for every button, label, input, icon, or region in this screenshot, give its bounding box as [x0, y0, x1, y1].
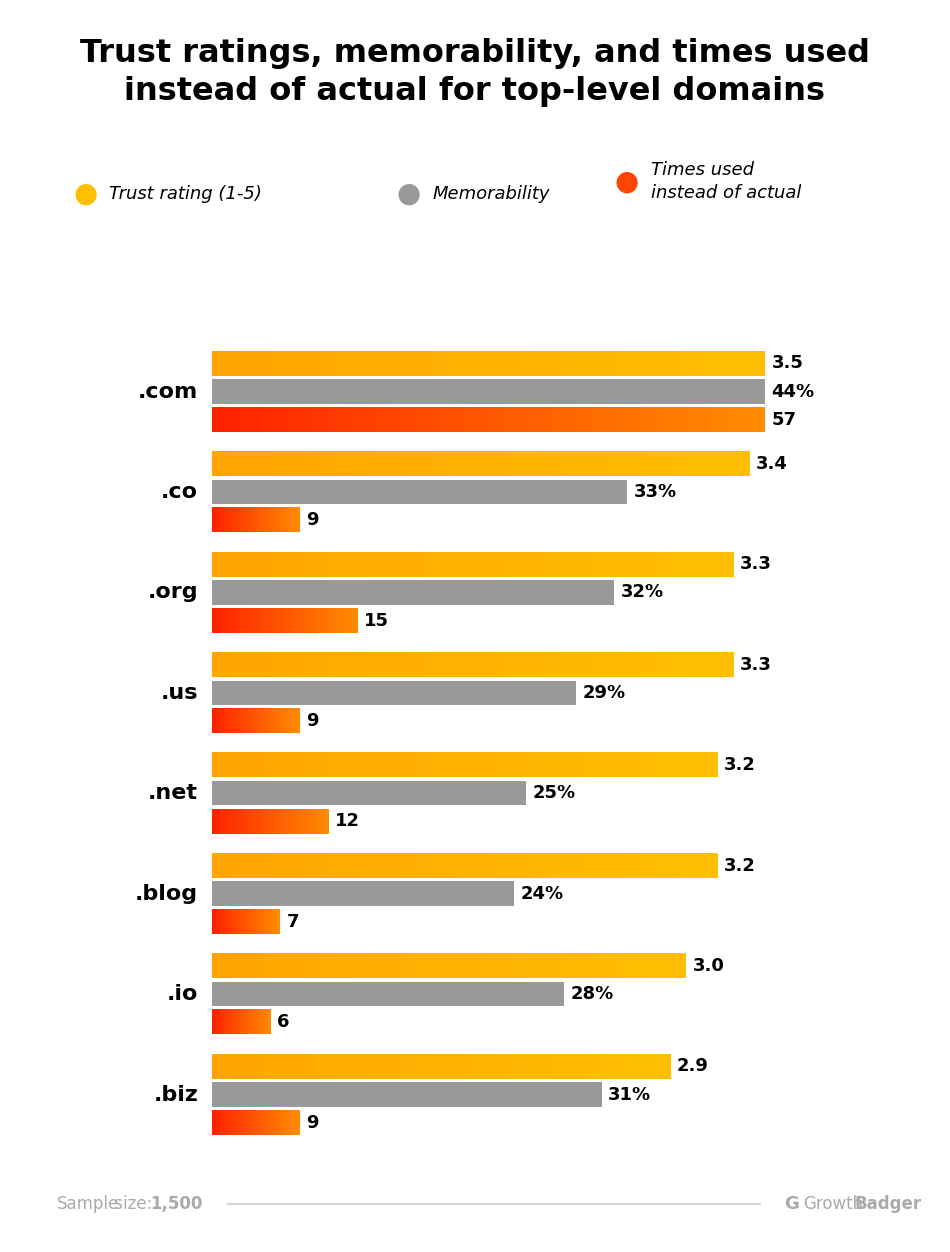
Text: 3.5: 3.5 [771, 354, 804, 373]
Text: 57: 57 [771, 411, 797, 428]
Text: ●: ● [396, 180, 421, 208]
Text: 2.9: 2.9 [676, 1058, 709, 1075]
Text: Badger: Badger [855, 1196, 922, 1213]
Text: 28%: 28% [571, 985, 614, 1003]
Text: G: G [784, 1196, 799, 1213]
Bar [212, 781, 526, 805]
Text: Trust rating (1-5): Trust rating (1-5) [109, 185, 262, 203]
Text: 12: 12 [335, 813, 360, 830]
Text: Trust ratings, memorability, and times used
instead of actual for top-level doma: Trust ratings, memorability, and times u… [80, 38, 870, 106]
Text: 3.4: 3.4 [756, 454, 788, 473]
Bar [212, 681, 577, 705]
Text: .io: .io [167, 984, 199, 1004]
Text: .co: .co [162, 482, 199, 502]
Text: 6: 6 [276, 1013, 290, 1032]
Text: 33%: 33% [634, 483, 676, 501]
Text: 44%: 44% [771, 383, 815, 401]
Text: 1,500: 1,500 [150, 1196, 202, 1213]
Text: Memorability: Memorability [432, 185, 550, 203]
Text: 3.3: 3.3 [740, 556, 771, 573]
Text: .us: .us [161, 682, 199, 702]
Text: 9: 9 [306, 712, 318, 730]
Text: ●: ● [615, 168, 639, 195]
Bar [212, 1082, 601, 1107]
Text: 3.0: 3.0 [693, 957, 725, 975]
Bar [212, 982, 564, 1007]
Text: .net: .net [148, 784, 199, 804]
Text: .biz: .biz [153, 1084, 199, 1104]
Text: 24%: 24% [521, 885, 563, 903]
Text: 25%: 25% [533, 784, 576, 803]
Text: 3.3: 3.3 [740, 656, 771, 674]
Text: .com: .com [138, 382, 199, 402]
Bar [212, 580, 614, 605]
Bar [212, 379, 765, 404]
Text: .org: .org [147, 582, 199, 602]
Text: Sample: Sample [57, 1196, 120, 1213]
Text: 7: 7 [287, 913, 299, 930]
Text: 31%: 31% [608, 1085, 652, 1103]
Text: size:: size: [109, 1196, 158, 1213]
Text: 9: 9 [306, 511, 318, 530]
Text: ●: ● [73, 180, 98, 208]
Text: 32%: 32% [620, 583, 664, 601]
Text: Growth: Growth [803, 1196, 863, 1213]
Bar [212, 480, 627, 505]
Text: 3.2: 3.2 [724, 756, 756, 774]
Text: 9: 9 [306, 1113, 318, 1132]
Bar [212, 881, 514, 906]
Text: Times used
instead of actual: Times used instead of actual [651, 162, 801, 202]
Text: 15: 15 [364, 611, 390, 630]
Text: .blog: .blog [135, 884, 199, 904]
Text: 29%: 29% [583, 684, 626, 702]
Text: 3.2: 3.2 [724, 856, 756, 875]
